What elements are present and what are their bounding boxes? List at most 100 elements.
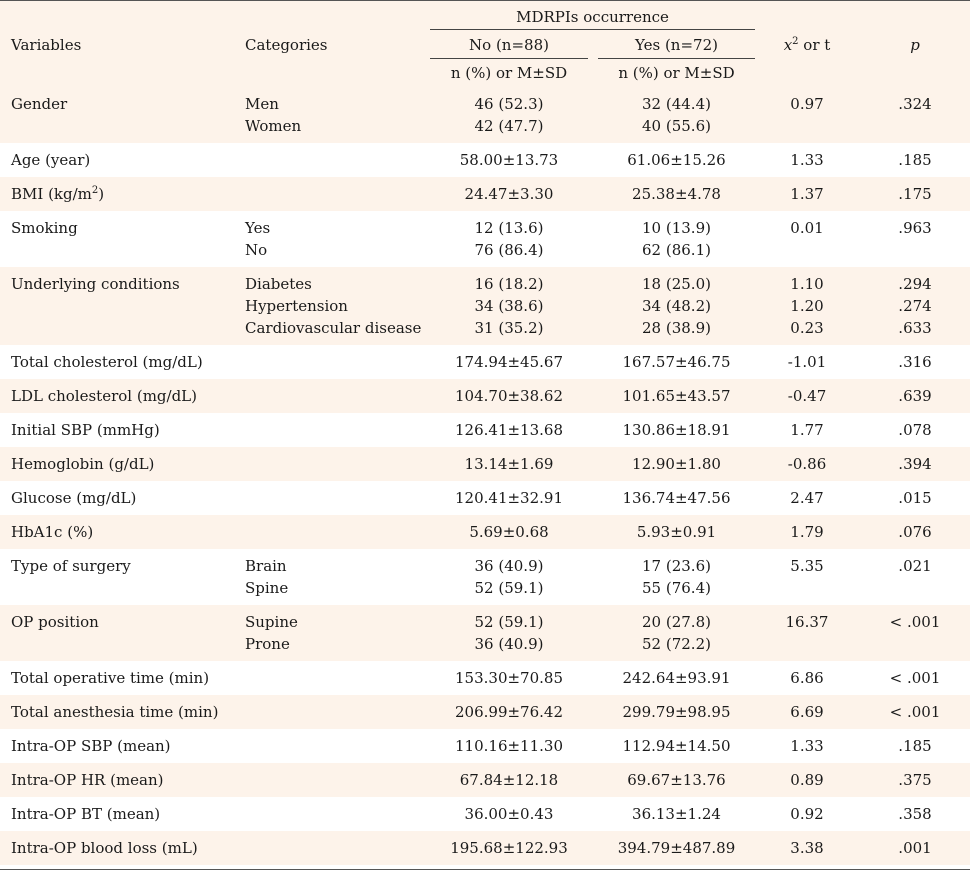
yes-group-value: 28 (38.9) bbox=[642, 319, 711, 337]
header-no-sub: n (%) or M±SD bbox=[450, 64, 568, 82]
p-value: .963 bbox=[898, 219, 932, 237]
table-row: Initial SBP (mmHg) 126.41±13.68 130.86±18.… bbox=[0, 413, 970, 447]
variable-label: Age (year) bbox=[11, 151, 91, 169]
yes-group-value: 299.79±98.95 bbox=[622, 703, 731, 721]
variable-label: Glucose (mg/dL) bbox=[11, 489, 137, 507]
yes-group-value: 18 (25.0) bbox=[642, 275, 711, 293]
table-bottom-rule bbox=[0, 869, 970, 870]
p-value: .175 bbox=[898, 185, 932, 203]
no-group-value: 110.16±11.30 bbox=[455, 737, 563, 755]
table-row: Hemoglobin (g/dL) 13.14±1.69 12.90±1.80 -0.… bbox=[0, 447, 970, 481]
variable-label: Total cholesterol (mg/dL) bbox=[11, 353, 203, 371]
table-row: Intra-OP blood loss (mL) 195.68±122.93 394… bbox=[0, 831, 970, 865]
table-row: OP position Supine 52 (59.1) 20 (27.8) 16.37… bbox=[0, 605, 970, 661]
yes-group-value: 40 (55.6) bbox=[642, 117, 711, 135]
no-group-value: 34 (38.6) bbox=[474, 297, 544, 315]
yes-group-value: 167.57±46.75 bbox=[622, 353, 731, 371]
header-yes-sub: n (%) or M±SD bbox=[618, 64, 735, 82]
table-row: Intra-OP BT (mean) 36.00±0.43 36.13±1.24 0.… bbox=[0, 797, 970, 831]
table-row: Total cholesterol (mg/dL) 174.94±45.67 167… bbox=[0, 345, 970, 379]
variable-label: Total operative time (min) bbox=[11, 669, 210, 687]
statistic-value: 0.92 bbox=[790, 805, 824, 823]
variable-label: Total anesthesia time (min) bbox=[11, 703, 219, 721]
no-group-value: 52 (59.1) bbox=[474, 613, 544, 631]
table-row: Type of surgery Brain 36 (40.9) 17 (23.6) 5.… bbox=[0, 549, 970, 605]
p-value: < .001 bbox=[889, 703, 941, 721]
p-value: .185 bbox=[898, 737, 932, 755]
category-label: Women bbox=[245, 117, 302, 135]
yes-group-value: 112.94±14.50 bbox=[622, 737, 731, 755]
statistic-value: 2.47 bbox=[790, 489, 824, 507]
p-value: .001 bbox=[898, 839, 932, 857]
category-label: Prone bbox=[245, 635, 290, 653]
p-value: < .001 bbox=[889, 669, 941, 687]
statistic-value: 0.97 bbox=[790, 95, 824, 113]
no-group-value: 31 (35.2) bbox=[474, 319, 544, 337]
category-label: Diabetes bbox=[245, 275, 312, 293]
no-group-value: 36.00±0.43 bbox=[464, 805, 554, 823]
no-group-value: 153.30±70.85 bbox=[455, 669, 563, 687]
table-row: Smoking Yes 12 (13.6) 10 (13.9) 0.01 .963 No 76… bbox=[0, 211, 970, 267]
no-group-value: 126.41±13.68 bbox=[455, 421, 563, 439]
statistic-value: 6.69 bbox=[790, 703, 824, 721]
category-label: Hypertension bbox=[245, 297, 348, 315]
variable-label: Underlying conditions bbox=[11, 275, 180, 293]
category-label: Supine bbox=[245, 613, 298, 631]
statistic-value: 5.35 bbox=[790, 557, 824, 575]
no-group-value: 24.47±3.30 bbox=[464, 185, 554, 203]
no-group-value: 36 (40.9) bbox=[474, 635, 544, 653]
no-group-value: 12 (13.6) bbox=[474, 219, 544, 237]
no-group-value: 174.94±45.67 bbox=[455, 353, 563, 371]
variable-label: Hemoglobin (g/dL) bbox=[11, 455, 155, 473]
statistic-value: -0.86 bbox=[787, 455, 827, 473]
header-yes-rule bbox=[598, 58, 755, 59]
table-row: BMI (kg/m2) 24.47±3.30 25.38±4.78 1.37 .175 bbox=[0, 177, 970, 211]
category-label: Brain bbox=[245, 557, 287, 575]
table-row: Glucose (mg/dL) 120.41±32.91 136.74±47.56 2… bbox=[0, 481, 970, 515]
yes-group-value: 101.65±43.57 bbox=[622, 387, 731, 405]
p-value: < .001 bbox=[889, 613, 941, 631]
header-group-title: MDRPIs occurrence bbox=[516, 8, 669, 26]
table-row: Intra-OP SBP (mean) 110.16±11.30 112.94±14… bbox=[0, 729, 970, 763]
statistic-value: 1.79 bbox=[790, 523, 824, 541]
statistic-value: 6.86 bbox=[790, 669, 824, 687]
yes-group-value: 20 (27.8) bbox=[642, 613, 711, 631]
variable-label: Gender bbox=[11, 95, 68, 113]
statistic-value: 1.77 bbox=[790, 421, 824, 439]
yes-group-value: 136.74±47.56 bbox=[622, 489, 731, 507]
yes-group-value: 12.90±1.80 bbox=[632, 455, 721, 473]
statistic-value: 3.38 bbox=[790, 839, 824, 857]
p-value: .358 bbox=[898, 805, 932, 823]
variable-label: HbA1c (%) bbox=[11, 523, 94, 541]
variable-label: Type of surgery bbox=[11, 557, 131, 575]
category-label: Cardiovascular disease bbox=[245, 319, 422, 337]
variable-label: Smoking bbox=[11, 219, 78, 237]
category-label: Yes bbox=[245, 219, 271, 237]
table-row: Total anesthesia time (min) 206.99±76.42 2… bbox=[0, 695, 970, 729]
no-group-value: 5.69±0.68 bbox=[469, 523, 549, 541]
table-row: Age (year) 58.00±13.73 61.06±15.26 1.33 .185 bbox=[0, 143, 970, 177]
statistic-value: 0.01 bbox=[790, 219, 824, 237]
variable-label: Intra-OP HR (mean) bbox=[11, 771, 164, 789]
no-group-value: 76 (86.4) bbox=[474, 241, 544, 259]
no-group-value: 42 (47.7) bbox=[474, 117, 544, 135]
no-group-value: 120.41±32.91 bbox=[455, 489, 563, 507]
p-value: .015 bbox=[898, 489, 932, 507]
no-group-value: 195.68±122.93 bbox=[450, 839, 568, 857]
no-group-value: 58.00±13.73 bbox=[459, 151, 559, 169]
statistic-value: -1.01 bbox=[787, 353, 827, 371]
p-value: .324 bbox=[898, 95, 932, 113]
variable-label: OP position bbox=[11, 613, 99, 631]
yes-group-value: 25.38±4.78 bbox=[632, 185, 721, 203]
p-value: .076 bbox=[898, 523, 932, 541]
yes-group-value: 394.79±487.89 bbox=[617, 839, 736, 857]
header-no-rule bbox=[430, 58, 588, 59]
variable-label: Initial SBP (mmHg) bbox=[11, 421, 160, 439]
no-group-value: 46 (52.3) bbox=[474, 95, 544, 113]
p-value: .078 bbox=[898, 421, 932, 439]
p-value: .639 bbox=[898, 387, 932, 405]
no-group-value: 206.99±76.42 bbox=[455, 703, 563, 721]
table-row: Underlying conditions Diabetes 16 (18.2) 18… bbox=[0, 267, 970, 345]
statistic-value: 16.37 bbox=[785, 613, 829, 631]
table-row: LDL cholesterol (mg/dL) 104.70±38.62 101.6… bbox=[0, 379, 970, 413]
